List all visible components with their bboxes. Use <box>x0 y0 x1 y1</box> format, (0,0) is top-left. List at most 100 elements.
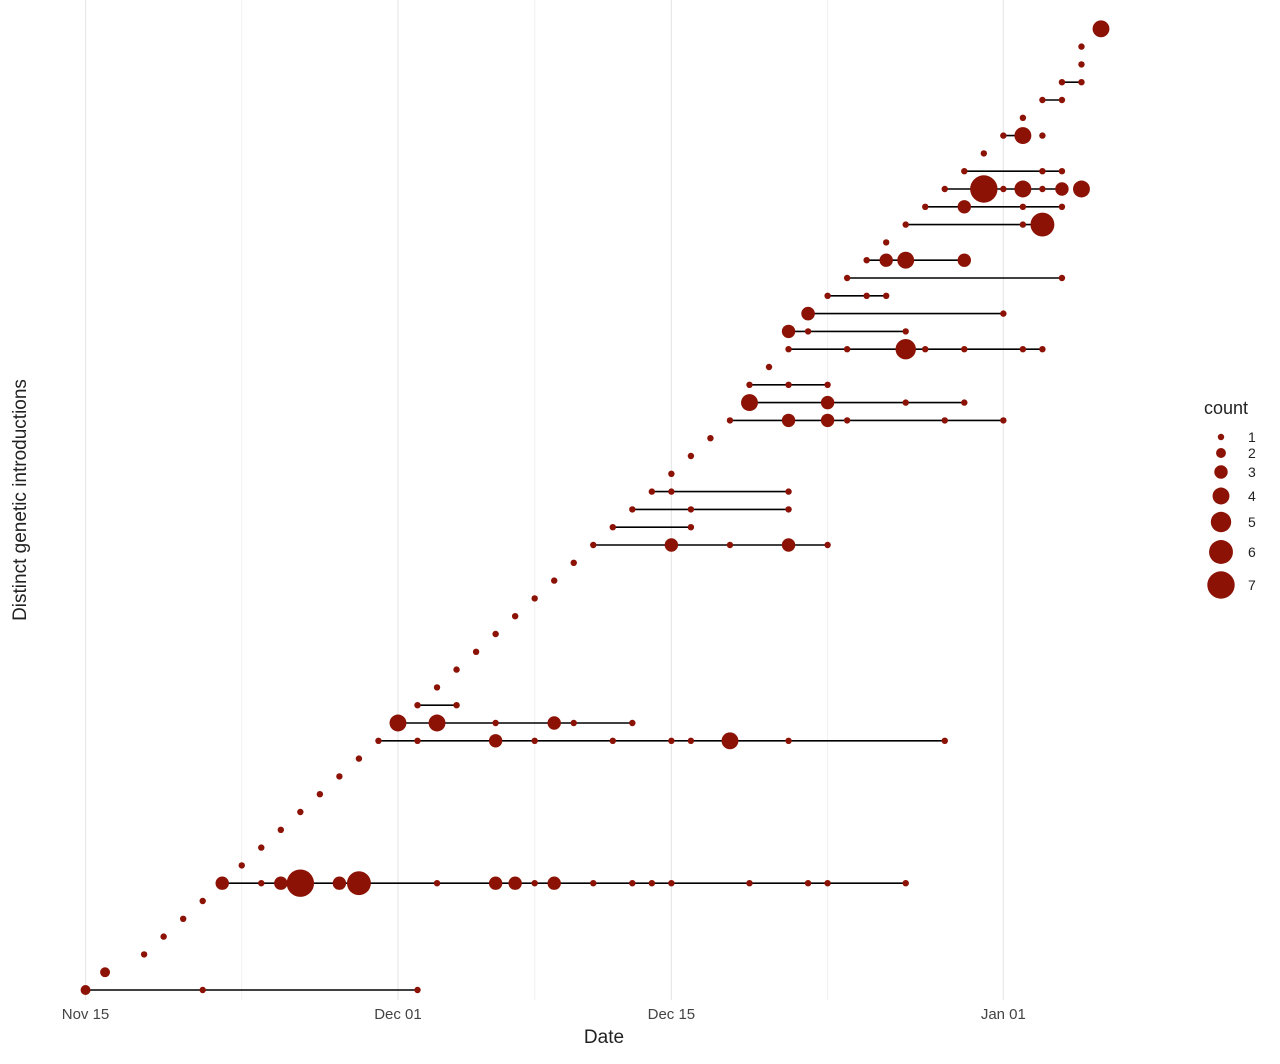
sample-point <box>922 203 929 210</box>
sample-point <box>902 328 909 335</box>
sample-point <box>258 880 265 887</box>
sample-point <box>961 346 968 353</box>
sample-point <box>781 413 796 428</box>
legend-key <box>1212 487 1230 505</box>
sample-point <box>1019 346 1027 353</box>
sample-point <box>882 239 890 246</box>
sample-point <box>687 524 695 531</box>
sample-point <box>707 435 714 442</box>
introduction-14 <box>355 755 363 762</box>
sample-point <box>547 716 561 730</box>
sample-point <box>785 488 792 495</box>
sample-point <box>668 470 675 477</box>
sample-point <box>492 630 499 638</box>
x-tick-label: Dec 15 <box>648 1006 696 1023</box>
sample-point <box>1058 96 1066 104</box>
sample-point <box>1039 168 1046 175</box>
sample-point <box>687 506 695 513</box>
sample-point <box>1019 221 1027 228</box>
introduction-9 <box>258 844 265 851</box>
sample-point <box>428 714 446 732</box>
introduction-21 <box>492 630 499 638</box>
sample-point <box>160 933 167 940</box>
introduction-10 <box>277 826 285 833</box>
sample-point <box>1019 203 1027 210</box>
sample-point <box>215 876 229 890</box>
sample-point <box>258 844 265 851</box>
sample-point <box>664 538 679 552</box>
sample-point <box>668 880 675 887</box>
sample-point <box>882 292 890 299</box>
introduction-53 <box>1078 61 1085 68</box>
sample-point <box>179 915 187 922</box>
sample-point <box>570 719 577 727</box>
sample-point <box>801 306 815 321</box>
sample-point <box>1014 127 1032 145</box>
sample-point <box>1039 132 1046 139</box>
sample-point <box>843 274 851 282</box>
sample-point <box>609 524 616 531</box>
introduction-50 <box>1019 114 1027 122</box>
legend: count 12 3 4 5 6 7 <box>1204 398 1256 599</box>
legend-key <box>1209 540 1233 564</box>
sample-point <box>590 880 597 887</box>
sample-point <box>941 185 948 193</box>
sample-point <box>375 737 382 744</box>
sample-point <box>1055 182 1069 196</box>
sample-point <box>746 381 753 388</box>
sample-point <box>1039 96 1046 104</box>
sample-point <box>1078 79 1085 86</box>
legend-key <box>1210 511 1232 533</box>
sample-point <box>781 538 796 552</box>
sample-point <box>140 951 148 958</box>
sample-point <box>414 702 421 709</box>
sample-point <box>785 737 792 744</box>
sample-point <box>668 488 675 495</box>
introduction-30 <box>668 470 675 477</box>
introduction-49 <box>1000 127 1046 145</box>
x-axis-label: Date <box>584 1027 624 1048</box>
sample-point <box>488 734 503 748</box>
sample-point <box>804 328 812 335</box>
legend-label: 5 <box>1248 514 1256 530</box>
introduction-2 <box>100 967 111 978</box>
sample-point <box>785 381 792 388</box>
sample-point <box>629 506 636 513</box>
sample-point <box>346 871 371 896</box>
sample-point <box>922 346 929 353</box>
sample-point <box>80 985 91 995</box>
legend-label: 3 <box>1248 464 1256 480</box>
legend-entry-6: 6 <box>1209 540 1256 564</box>
introduction-11 <box>297 808 304 816</box>
sample-point <box>820 395 835 410</box>
legend-label: 1 <box>1248 429 1256 445</box>
introduction-40 <box>824 292 890 299</box>
sample-point <box>414 737 421 744</box>
sample-point <box>453 702 460 709</box>
introduction-46 <box>941 175 1090 203</box>
introduction-45 <box>922 200 1066 214</box>
introduction-13 <box>336 773 343 780</box>
introduction-42 <box>863 251 972 269</box>
sample-point <box>765 363 773 371</box>
sample-point <box>531 737 538 744</box>
sample-point <box>961 399 968 406</box>
introduction-1 <box>80 985 421 995</box>
sample-point <box>897 251 915 269</box>
introduction-27 <box>609 524 695 531</box>
introduction-36 <box>765 363 773 371</box>
sample-point <box>741 394 758 412</box>
introduction-37 <box>785 339 1046 360</box>
sample-point <box>824 880 831 887</box>
introduction-22 <box>511 613 519 620</box>
sample-point <box>941 737 948 744</box>
sample-point <box>843 417 851 424</box>
sample-point <box>1039 346 1046 353</box>
sample-point <box>274 876 288 890</box>
sample-point <box>824 292 831 299</box>
legend-entry-2: 2 <box>1216 445 1256 461</box>
sample-point <box>824 541 831 549</box>
series-layer <box>80 20 1110 995</box>
